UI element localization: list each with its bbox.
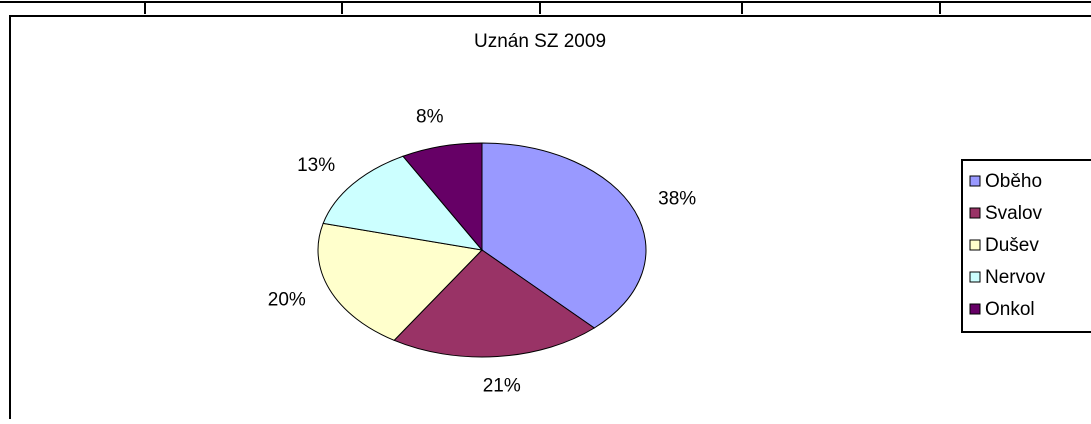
data-label: 21% [483, 375, 521, 396]
data-label: 8% [416, 106, 444, 127]
data-label: 38% [658, 189, 696, 210]
chart-title: Uznán SZ 2009 [474, 31, 606, 52]
pie-slice [322, 155, 484, 251]
legend-swatch [969, 175, 981, 187]
pie-slice [317, 222, 484, 341]
legend-box [961, 159, 1091, 333]
pie-slice [481, 142, 647, 329]
legend-swatch [969, 271, 981, 283]
legend-swatch [969, 239, 981, 251]
legend-label: Nervov [985, 267, 1046, 288]
sheet-grid [0, 1, 1091, 14]
data-label: 13% [297, 155, 335, 176]
legend-label: Dušev [985, 235, 1039, 256]
legend-label: Oběho [985, 171, 1042, 192]
legend-swatch [969, 207, 981, 219]
legend-swatch [969, 303, 981, 315]
legend-label: Svalov [985, 203, 1043, 224]
legend-label: Onkol [985, 299, 1035, 320]
pie-slice [402, 142, 483, 252]
data-label: 20% [268, 289, 306, 310]
pie-slice [393, 249, 596, 358]
